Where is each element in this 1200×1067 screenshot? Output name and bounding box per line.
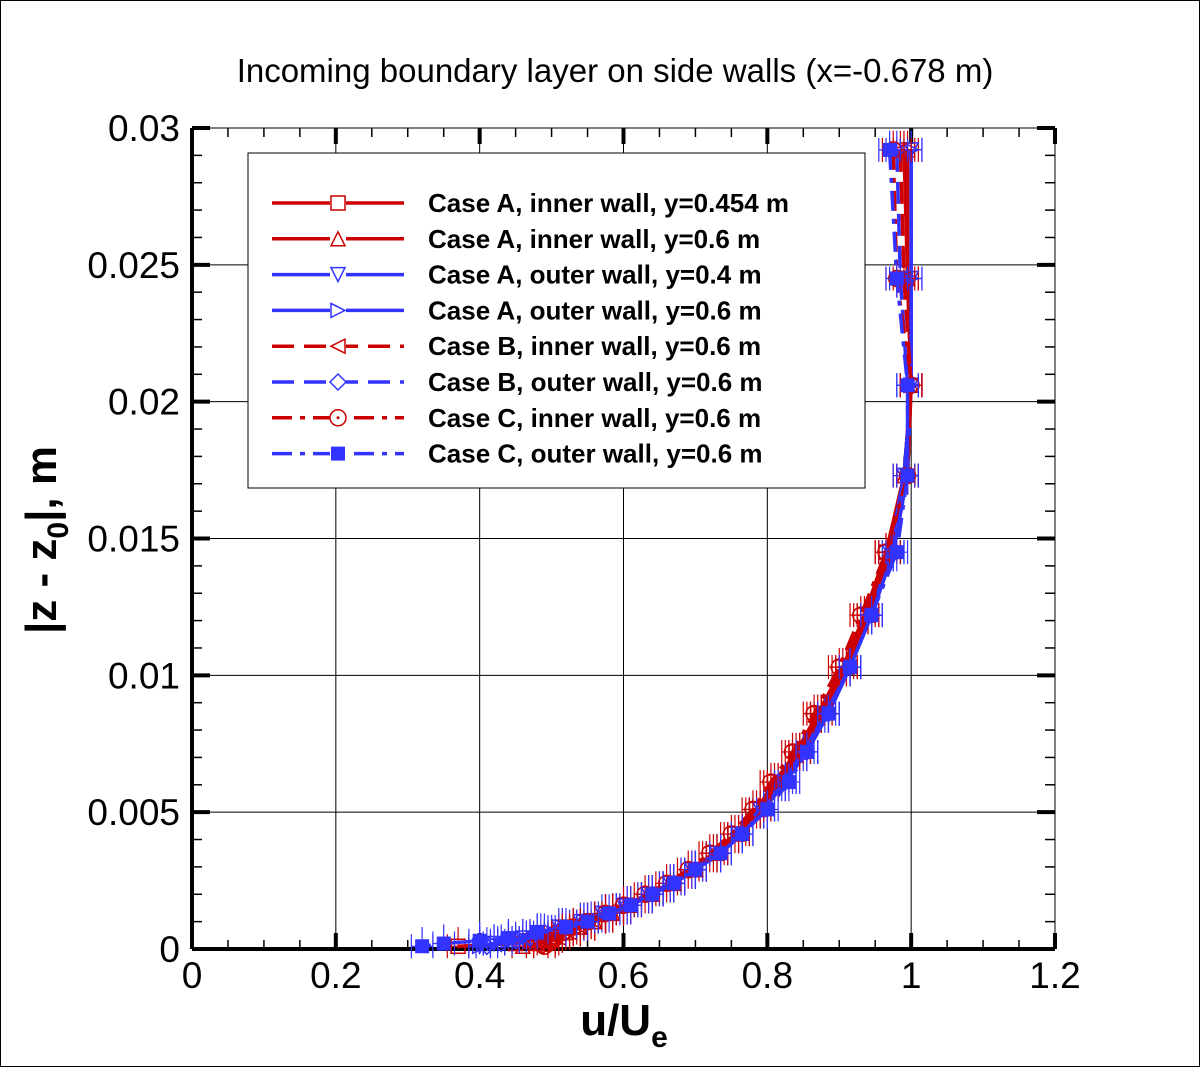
marker-circle — [329, 409, 347, 427]
marker-circle-dot — [812, 712, 816, 716]
legend: Case A, inner wall, y=0.454 m Case A, inn… — [247, 152, 866, 489]
legend-entry: Case A, inner wall, y=0.454 m — [272, 188, 789, 218]
marker-filled-square — [501, 931, 516, 946]
legend-marker-bg — [330, 302, 346, 319]
marker-filled-square — [843, 660, 858, 675]
marker-filled-square — [821, 706, 836, 721]
legend-marker-bg — [330, 374, 346, 390]
y-tick-label: 0.03 — [108, 108, 180, 149]
marker-diamond — [328, 372, 348, 392]
legend-entry: Case B, outer wall, y=0.6 m — [272, 367, 763, 397]
legend-box — [247, 152, 866, 489]
marker-filled-square — [580, 914, 595, 929]
marker-filled-square — [602, 906, 617, 921]
legend-entry: Case A, outer wall, y=0.4 m — [272, 260, 762, 290]
chart-title: Incoming boundary layer on side walls (x… — [237, 52, 994, 89]
x-tick-label: 0.2 — [310, 955, 361, 996]
y-tick-label: 0.005 — [87, 792, 180, 833]
plot-series — [410, 130, 923, 959]
legend-label: Case C, outer wall, y=0.6 m — [428, 439, 763, 469]
marker-filled-square — [713, 846, 728, 861]
marker-filled-square — [436, 936, 451, 951]
legend-label: Case A, inner wall, y=0.6 m — [428, 224, 760, 254]
x-axis-label: u/Ue — [580, 996, 668, 1054]
marker-circle — [535, 937, 554, 956]
y-tick-label: 0.015 — [87, 519, 180, 560]
marker-filled-square — [900, 468, 915, 483]
legend-marker-bg — [330, 266, 346, 283]
marker-filled-square — [666, 876, 681, 891]
y-tick-label: 0 — [159, 929, 180, 970]
marker-filled-square — [900, 378, 915, 393]
series-8 — [410, 130, 919, 959]
x-tick-label: 0.6 — [598, 955, 649, 996]
legend-label: Case B, outer wall, y=0.6 m — [428, 367, 763, 397]
legend-label: Case B, inner wall, y=0.6 m — [428, 331, 761, 361]
x-tick-label: 1 — [901, 955, 922, 996]
marker-filled-square — [645, 887, 660, 902]
marker-triangle-up — [329, 230, 347, 247]
marker-filled-square — [882, 142, 897, 157]
marker-filled-square — [331, 446, 345, 461]
marker-triangle-left — [329, 337, 346, 355]
marker-filled-square — [889, 271, 904, 286]
x-tick-label: 1.2 — [1029, 955, 1080, 996]
marker-circle-dot — [542, 944, 546, 948]
marker-filled-square — [530, 925, 545, 940]
marker-square — [330, 195, 346, 211]
marker-circle-dot — [769, 780, 773, 784]
legend-label: Case A, outer wall, y=0.4 m — [428, 260, 762, 290]
marker-filled-square — [799, 744, 814, 759]
marker-filled-square — [558, 920, 573, 935]
legend-marker-bg — [330, 230, 346, 247]
marker-filled-square — [735, 827, 750, 842]
marker-circle-dot — [336, 416, 340, 420]
marker-filled-square — [415, 939, 430, 954]
y-tick-label: 0.025 — [87, 245, 180, 286]
legend-label: Case C, inner wall, y=0.6 m — [428, 403, 761, 433]
marker-circle-dot — [791, 750, 795, 754]
legend-marker-bg — [330, 195, 346, 211]
marker-triangle-down — [329, 266, 347, 284]
x-tick-label: 0.8 — [742, 955, 793, 996]
y-axis-label: |z - z0|, m — [17, 446, 75, 634]
marker-filled-square — [889, 545, 904, 560]
marker-filled-square — [760, 802, 775, 817]
marker-filled-square — [472, 933, 487, 948]
legend-marker-bg — [330, 338, 346, 355]
marker-square — [450, 938, 466, 955]
marker-filled-square — [864, 608, 879, 623]
legend-entry: Case C, outer wall, y=0.6 m — [272, 439, 763, 469]
legend-entry: Case B, inner wall, y=0.6 m — [272, 331, 761, 361]
axes: 0 0.2 0.4 0.6 0.8 1 1.2 0 0.005 0.01 0.015 0.02 0.02… — [87, 108, 1080, 996]
y-tick-label: 0.02 — [108, 382, 180, 423]
y-tick-label: 0.01 — [108, 655, 180, 696]
legend-entry: Case C, inner wall, y=0.6 m — [272, 403, 761, 433]
x-tick-label: 0.4 — [454, 955, 505, 996]
marker-circle-dot — [751, 807, 755, 811]
marker-filled-square — [781, 775, 796, 790]
marker-filled-square — [688, 862, 703, 877]
legend-entry: Case A, outer wall, y=0.6 m — [272, 295, 762, 325]
x-tick-label: 0 — [182, 955, 203, 996]
marker-filled-square — [623, 898, 638, 913]
legend-label: Case A, outer wall, y=0.6 m — [428, 295, 762, 325]
marker-triangle-right — [330, 302, 347, 319]
legend-entry: Case A, inner wall, y=0.6 m — [272, 224, 760, 254]
legend-label: Case A, inner wall, y=0.454 m — [428, 188, 789, 218]
